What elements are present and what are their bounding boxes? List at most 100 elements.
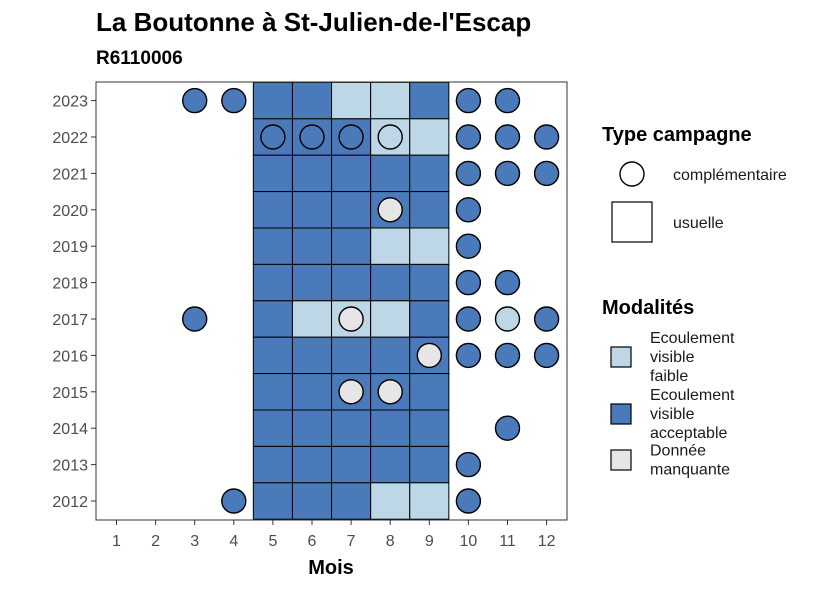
tile-2018-6	[291, 263, 333, 302]
y-tick-label: 2023	[52, 94, 88, 111]
x-tick-label: 8	[386, 533, 395, 550]
point-2018-10	[455, 269, 482, 296]
tile-2018-8	[370, 263, 411, 302]
tile-2019-6	[291, 227, 333, 265]
point-2020-8	[377, 197, 403, 223]
y-tick-label: 2012	[52, 494, 88, 511]
tile-2020-6	[291, 191, 333, 229]
point-2014-11	[494, 415, 521, 441]
tile-2021-7	[331, 154, 372, 193]
point-2016-9	[416, 342, 442, 369]
tile-2021-8	[370, 154, 411, 193]
legend-modalites-title: Modalités	[602, 297, 694, 319]
tile-2017-9	[409, 300, 450, 338]
point-2017-7	[338, 306, 364, 332]
tile-2019-7	[331, 227, 372, 265]
points-layer	[181, 87, 560, 514]
plot-area: 1 2 3 4 5 6 7 8 9 10 11 12 201220132014201520162017…	[52, 81, 568, 550]
x-axis-ticks: 1 2 3 4 5 6 7 8 9 10 11 12	[112, 520, 556, 550]
y-tick-label: 2014	[52, 421, 88, 438]
x-tick-label: 7	[347, 533, 356, 550]
legend-swatch-faible	[610, 346, 632, 368]
tile-2013-5	[252, 445, 293, 484]
point-2022-7	[338, 124, 364, 150]
point-2022-5	[260, 124, 286, 150]
point-2023-3	[181, 87, 208, 114]
point-2021-10	[455, 160, 482, 187]
tile-2014-7	[331, 409, 372, 447]
y-tick-label: 2019	[52, 239, 88, 256]
y-axis-ticks: 2012 2013 2014 2015 2016 2017 2018 2019 2020 2021…	[52, 94, 96, 511]
x-tick-label: 5	[268, 533, 277, 550]
y-tick-label: 2022	[52, 130, 88, 147]
legend-modalite-label-faible: Ecoulement visible faible	[650, 330, 735, 385]
tile-2013-8	[370, 445, 411, 484]
point-2015-7	[338, 379, 364, 405]
point-2020-10	[455, 197, 482, 223]
x-tick-label: 10	[460, 533, 478, 550]
x-tick-label: 1	[112, 533, 121, 550]
tile-2016-6	[291, 336, 333, 375]
point-2012-4	[221, 488, 247, 514]
point-2022-8	[377, 124, 403, 150]
x-tick-label: 4	[229, 533, 238, 550]
tile-2014-6	[291, 409, 333, 447]
x-tick-label: 11	[499, 533, 516, 550]
point-2022-12	[533, 124, 560, 150]
point-2021-11	[494, 160, 521, 187]
point-2015-8	[377, 379, 403, 405]
legend-swatch-acceptable	[610, 403, 632, 425]
point-2017-12	[533, 306, 560, 332]
y-tick-label: 2015	[52, 385, 88, 402]
tile-2017-5	[252, 300, 293, 338]
tile-2022-9	[409, 118, 450, 156]
tile-2012-6	[291, 482, 333, 520]
y-tick-label: 2018	[52, 276, 88, 293]
chart-title: La Boutonne à St-Julien-de-l'Escap	[96, 7, 531, 37]
point-2021-12	[533, 160, 560, 187]
tile-2019-9	[409, 227, 450, 265]
tile-2013-6	[291, 445, 333, 484]
legend-type-label-complementaire: complémentaire	[673, 167, 787, 184]
x-tick-label: 12	[538, 533, 556, 550]
tile-2014-8	[370, 409, 411, 447]
point-2023-4	[221, 87, 247, 114]
tile-2018-5	[252, 263, 293, 302]
tile-2019-5	[252, 227, 293, 265]
tile-2021-5	[252, 154, 293, 193]
y-tick-label: 2013	[52, 458, 88, 475]
tile-2018-7	[331, 263, 372, 302]
tile-2013-9	[409, 445, 450, 484]
x-tick-label: 9	[425, 533, 434, 550]
y-tick-label: 2021	[52, 166, 88, 183]
point-2016-12	[533, 342, 560, 369]
tiles-layer	[252, 81, 450, 520]
tile-2012-7	[331, 482, 372, 520]
point-2022-11	[494, 124, 521, 150]
point-2016-10	[455, 342, 482, 369]
legend-type-label-usuelle: usuelle	[673, 215, 724, 232]
tile-2023-8	[370, 81, 411, 120]
legend-swatch-manquante	[610, 449, 632, 471]
tile-2023-5	[252, 81, 293, 120]
tile-2013-7	[331, 445, 372, 484]
x-tick-label: 3	[190, 533, 199, 550]
y-tick-label: 2016	[52, 348, 88, 365]
point-2023-11	[494, 87, 521, 114]
tile-2016-5	[252, 336, 293, 375]
tile-2023-7	[331, 81, 372, 120]
tile-2015-9	[409, 373, 450, 411]
tile-2020-9	[409, 191, 450, 229]
x-tick-label: 6	[308, 533, 317, 550]
legend-modalite-label-acceptable: Ecoulement visible acceptable	[650, 387, 735, 442]
tile-2023-9	[409, 81, 450, 120]
point-2022-10	[455, 124, 482, 150]
x-axis-title: Mois	[308, 557, 354, 579]
point-2019-10	[455, 233, 482, 259]
tile-2020-7	[331, 191, 372, 229]
tile-2021-9	[409, 154, 450, 193]
legend-circle-key	[619, 161, 645, 187]
legend-modalites: Modalités Ecoulement visible faibleEcoulem…	[602, 297, 735, 479]
point-2023-10	[455, 87, 482, 114]
